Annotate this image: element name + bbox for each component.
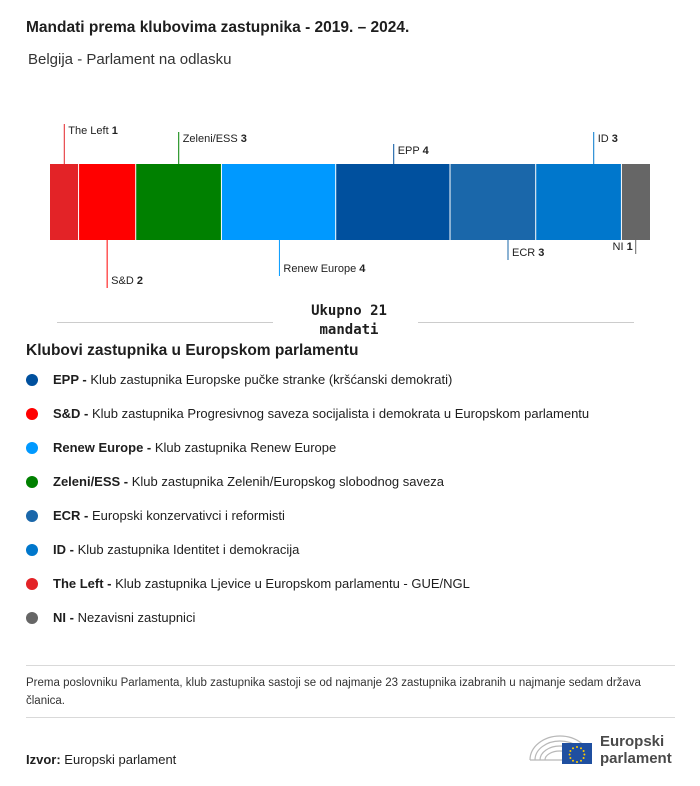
chart-subtitle: Belgija - Parlament na odlasku	[28, 51, 232, 68]
logo-line2: parlament	[600, 750, 672, 767]
divider-top	[26, 665, 675, 666]
source-value: Europski parlament	[64, 752, 177, 767]
legend-dot	[26, 544, 38, 556]
logo-line1: Europski	[600, 733, 665, 750]
legend-abbr: Renew Europe -	[53, 440, 155, 455]
seat-count: 4	[423, 145, 430, 157]
bar-label-epp: EPP 4	[398, 145, 430, 157]
legend-abbr: NI -	[53, 610, 78, 625]
legend-abbr: S&D -	[53, 406, 92, 421]
bar-label-ni: NI 1	[613, 241, 633, 253]
legend-abbr: Zeleni/ESS -	[53, 474, 132, 489]
logo-wordmark: Europski parlament	[600, 733, 672, 767]
bar-segment-ni	[621, 164, 650, 240]
party-name: ID	[598, 133, 612, 145]
total-seats-label: Ukupno 21 mandati	[290, 302, 408, 340]
legend-text: Klub zastupnika Zelenih/Europskog slobod…	[131, 474, 444, 489]
legend-text: Europski konzervativci i reformisti	[92, 508, 285, 523]
legend-item: Zeleni/ESS - Klub zastupnika Zelenih/Eur…	[26, 473, 589, 507]
total-divider-left	[57, 322, 273, 323]
bar-label-the-left: The Left 1	[68, 125, 118, 137]
legend-text: Klub zastupnika Ljevice u Europskom parl…	[115, 576, 470, 591]
legend-item: ECR - Europski konzervativci i reformist…	[26, 507, 589, 541]
legend-item: Renew Europe - Klub zastupnika Renew Eur…	[26, 439, 589, 473]
party-name: Renew Europe	[283, 263, 359, 275]
seat-count: 1	[627, 241, 633, 253]
legend-abbr: ECR -	[53, 508, 92, 523]
party-name: The Left	[68, 125, 111, 137]
party-name: NI	[613, 241, 627, 253]
party-name: EPP	[398, 145, 423, 157]
legend-text: Klub zastupnika Identitet i demokracija	[77, 542, 300, 557]
seat-count: 4	[359, 263, 366, 275]
seat-count: 3	[538, 247, 544, 259]
legend-dot	[26, 408, 38, 420]
legend-item: ID - Klub zastupnika Identitet i demokra…	[26, 541, 589, 575]
legend-text: Nezavisni zastupnici	[77, 610, 196, 625]
legend-item: EPP - Klub zastupnika Europske pučke str…	[26, 371, 589, 405]
chart-title: Mandati prema klubovima zastupnika - 201…	[26, 19, 410, 36]
legend-dot	[26, 578, 38, 590]
legend-abbr: ID -	[53, 542, 78, 557]
legend-dot	[26, 374, 38, 386]
legend-title: Klubovi zastupnika u Europskom parlament…	[26, 342, 359, 359]
bar-segment-zeleni-ess	[135, 164, 222, 240]
bar-label-id: ID 3	[598, 133, 618, 145]
legend-text: Klub zastupnika Europske pučke stranke (…	[90, 372, 453, 387]
bar-label-zeleni-ess: Zeleni/ESS 3	[183, 133, 247, 145]
party-name: ECR	[512, 247, 538, 259]
divider-bottom	[26, 717, 675, 718]
bar-segment-epp	[335, 164, 450, 240]
legend-abbr: The Left -	[53, 576, 116, 591]
bar-segment-renew-europe	[221, 164, 336, 240]
legend-text: Klub zastupnika Progresivnog saveza soci…	[92, 406, 590, 421]
european-parliament-logo-icon	[529, 735, 592, 764]
seat-count: 3	[241, 133, 247, 145]
total-divider-right	[418, 322, 634, 323]
legend: EPP - Klub zastupnika Europske pučke str…	[26, 371, 589, 643]
seat-count: 1	[112, 125, 118, 137]
total-seats-line2: mandati	[319, 322, 379, 338]
seat-count: 3	[612, 133, 618, 145]
legend-text: Klub zastupnika Renew Europe	[154, 440, 337, 455]
bar-segment-the-left	[50, 164, 79, 240]
bar-label-ecr: ECR 3	[512, 247, 544, 259]
legend-dot	[26, 510, 38, 522]
legend-dot	[26, 612, 38, 624]
bar-segment-id	[535, 164, 622, 240]
party-name: S&D	[111, 275, 137, 287]
legend-item: S&D - Klub zastupnika Progresivnog savez…	[26, 405, 589, 439]
legend-item: The Left - Klub zastupnika Ljevice u Eur…	[26, 575, 589, 609]
bar-label-renew-europe: Renew Europe 4	[283, 263, 366, 275]
legend-dot	[26, 442, 38, 454]
source-label: Izvor:	[26, 752, 61, 767]
seat-count: 2	[137, 275, 143, 287]
bar-label-s-d: S&D 2	[111, 275, 143, 287]
stacked-bar-chart: The Left 1 S&D 2 Zeleni/ESS 3 Renew Europe …	[50, 124, 650, 288]
source: Izvor: Europski parlament	[26, 752, 176, 767]
legend-item: NI - Nezavisni zastupnici	[26, 609, 589, 643]
bar-segment-s-d	[78, 164, 136, 240]
bar-segment-ecr	[450, 164, 536, 240]
total-seats-line1: Ukupno 21	[311, 303, 387, 319]
footnote: Prema poslovniku Parlamenta, klub zastup…	[26, 677, 641, 707]
legend-abbr: EPP -	[53, 372, 91, 387]
legend-dot	[26, 476, 38, 488]
party-name: Zeleni/ESS	[183, 133, 241, 145]
